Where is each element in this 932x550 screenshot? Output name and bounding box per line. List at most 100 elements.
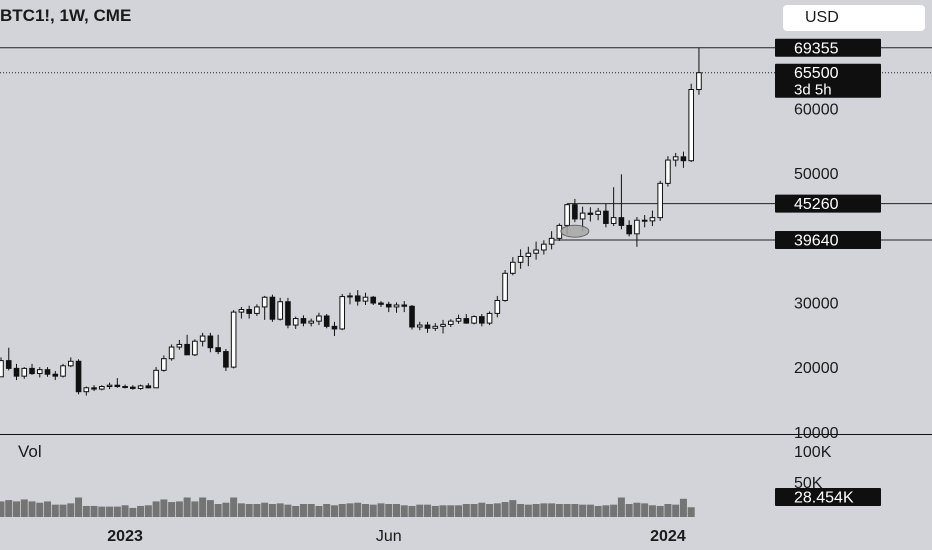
volume-bar xyxy=(106,506,114,517)
candle-down xyxy=(385,303,392,308)
candle xyxy=(494,295,501,318)
volume-bar xyxy=(664,504,672,517)
volume-bar xyxy=(509,500,517,517)
countdown-label: 3d 5h xyxy=(794,82,832,99)
breakout-highlight xyxy=(560,224,590,238)
candle-down xyxy=(424,324,431,329)
volume-bar xyxy=(478,502,486,517)
candle xyxy=(29,363,35,375)
volume-bar xyxy=(687,507,695,517)
candle xyxy=(424,321,431,333)
candle-up xyxy=(471,316,477,324)
volume-bar xyxy=(5,500,13,517)
candle xyxy=(347,292,353,305)
candle xyxy=(610,187,617,227)
candle xyxy=(541,240,547,255)
time-label: Jun xyxy=(376,528,402,545)
volume-bar xyxy=(253,504,261,517)
volume-label: Vol xyxy=(18,442,42,461)
candle-up xyxy=(416,324,423,328)
currency-selector[interactable]: USD xyxy=(783,5,925,31)
candle-down xyxy=(91,387,97,390)
price-axis[interactable]: 10000 20000 30000 50000 60000 50K 100K xyxy=(794,101,839,492)
volume-bar xyxy=(679,498,687,517)
volume-bar xyxy=(361,504,369,517)
volume-bar xyxy=(346,503,354,517)
candle-down xyxy=(122,386,128,389)
candle xyxy=(0,357,4,378)
candle xyxy=(502,270,508,302)
candle xyxy=(517,249,524,269)
candle-up xyxy=(672,156,679,161)
volume-bar xyxy=(44,501,52,517)
candle xyxy=(618,174,625,230)
candle xyxy=(67,357,74,368)
candle-down xyxy=(75,360,82,393)
candle-up xyxy=(21,367,28,377)
price-tick-label: 60000 xyxy=(794,101,839,118)
candle xyxy=(323,314,330,329)
volume-bar xyxy=(315,505,323,517)
volume-bar xyxy=(486,504,494,517)
candle xyxy=(137,384,144,390)
candle xyxy=(479,314,485,327)
price-tick-label: 30000 xyxy=(794,295,839,312)
candle xyxy=(409,304,415,330)
volume-bar xyxy=(424,504,432,517)
volume-bar xyxy=(237,503,245,517)
candle xyxy=(13,363,20,381)
volume-bar xyxy=(501,502,509,517)
candle-down xyxy=(215,347,221,353)
candle xyxy=(486,311,493,326)
volume-bar xyxy=(532,504,540,517)
price-tag-value: 65500 xyxy=(794,65,839,82)
candle xyxy=(230,310,237,369)
candle-up xyxy=(67,360,74,367)
candle-down xyxy=(641,219,648,222)
volume-bar xyxy=(75,497,83,517)
candle xyxy=(99,385,105,391)
volume-bar xyxy=(67,503,75,517)
volume-bar xyxy=(51,504,59,517)
candle-up xyxy=(106,384,113,388)
candle-up xyxy=(525,252,532,257)
time-axis[interactable]: 2023 Jun 2024 xyxy=(107,528,686,545)
candle xyxy=(91,385,97,392)
candle xyxy=(52,370,59,381)
volume-bar xyxy=(129,507,137,517)
price-tag-39640-tag xyxy=(775,231,881,250)
candle xyxy=(331,321,338,337)
candle xyxy=(510,257,516,276)
candle-up xyxy=(199,335,206,342)
price-tick-label: 20000 xyxy=(794,360,839,377)
volume-bar xyxy=(610,504,618,517)
candle xyxy=(587,207,594,222)
candle-down xyxy=(223,351,229,368)
volume-bar xyxy=(168,502,176,517)
candle-down xyxy=(587,212,594,215)
candle xyxy=(641,215,648,228)
candle xyxy=(36,367,43,378)
candle-up xyxy=(60,365,66,377)
price-tag-69355-tag xyxy=(775,38,881,57)
candle xyxy=(572,198,578,223)
volume-bar xyxy=(641,503,649,517)
volume-bar xyxy=(617,497,625,517)
volume-bar xyxy=(540,503,548,517)
candle-up xyxy=(595,210,601,215)
volume-bar xyxy=(354,502,362,517)
candle-up xyxy=(161,358,167,371)
candle-down xyxy=(618,217,625,226)
candle-up xyxy=(533,249,539,254)
volume-bar xyxy=(524,504,532,517)
volume-bar xyxy=(20,499,28,517)
symbol-title[interactable]: BTC1!, 1W, CME xyxy=(0,6,132,25)
volume-bar xyxy=(555,504,563,517)
candle xyxy=(370,295,377,305)
candle-down xyxy=(207,335,214,349)
volume-bar xyxy=(214,504,222,517)
candle xyxy=(199,332,206,347)
candle-up xyxy=(432,325,439,329)
volume-bar xyxy=(206,500,214,517)
